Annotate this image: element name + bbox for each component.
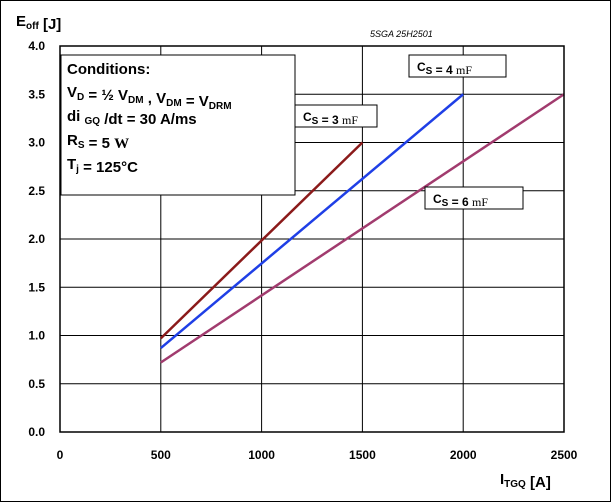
- x-axis-title: ITGQ [A]: [500, 471, 551, 491]
- y-axis-title: Eoff [J]: [16, 13, 61, 33]
- series-line-1: [159, 141, 364, 340]
- conditions-box: [60, 54, 296, 196]
- condition-line: RS = 5 W: [67, 132, 129, 152]
- y-tick-label: 1.5: [28, 280, 45, 294]
- y-tick-label: 3.5: [28, 87, 45, 101]
- y-tick-labels: 0.0 0.5 1.0 1.5 2.0 2.5 3.0 3.5 4.0: [28, 39, 45, 439]
- series-label-3: CS = 6 mF: [433, 192, 488, 209]
- x-tick-label: 1000: [248, 448, 275, 462]
- y-tick-label: 3.0: [28, 136, 45, 150]
- x-tick-label: 2000: [450, 448, 477, 462]
- y-tick-label: 1.0: [28, 329, 45, 343]
- series-line-2: [159, 93, 465, 350]
- condition-line: Tj = 125°C: [67, 156, 138, 176]
- condition-line: VD = ½ VDM , VDM = VDRM: [67, 84, 232, 112]
- x-tick-label: 1500: [349, 448, 376, 462]
- conditions-title: Conditions:: [67, 61, 150, 78]
- y-tick-label: 2.5: [28, 184, 45, 198]
- series-line-3: [160, 93, 565, 364]
- x-tick-label: 500: [151, 448, 171, 462]
- series-label-2: CS = 4 mF: [417, 60, 472, 77]
- y-tick-label: 4.0: [28, 39, 45, 53]
- y-tick-label: 0.5: [28, 377, 45, 391]
- x-tick-labels: 0 500 1000 1500 2000 2500: [57, 448, 578, 462]
- series-label-1: CS = 3 mF: [303, 110, 358, 127]
- x-tick-label: 0: [57, 448, 64, 462]
- y-tick-label: 2.0: [28, 232, 45, 246]
- series-label-box: [408, 54, 507, 78]
- series-label-box: [294, 104, 378, 128]
- condition-line: di GQ /dt = 30 A/ms: [67, 108, 197, 128]
- series-label-box: [424, 186, 524, 210]
- y-tick-label: 0.0: [28, 425, 45, 439]
- plot-area-border: [59, 45, 565, 433]
- series-lines: [159, 93, 565, 364]
- x-tick-label: 2500: [551, 448, 578, 462]
- part-number-label: 5SGA 25H2501: [370, 29, 433, 39]
